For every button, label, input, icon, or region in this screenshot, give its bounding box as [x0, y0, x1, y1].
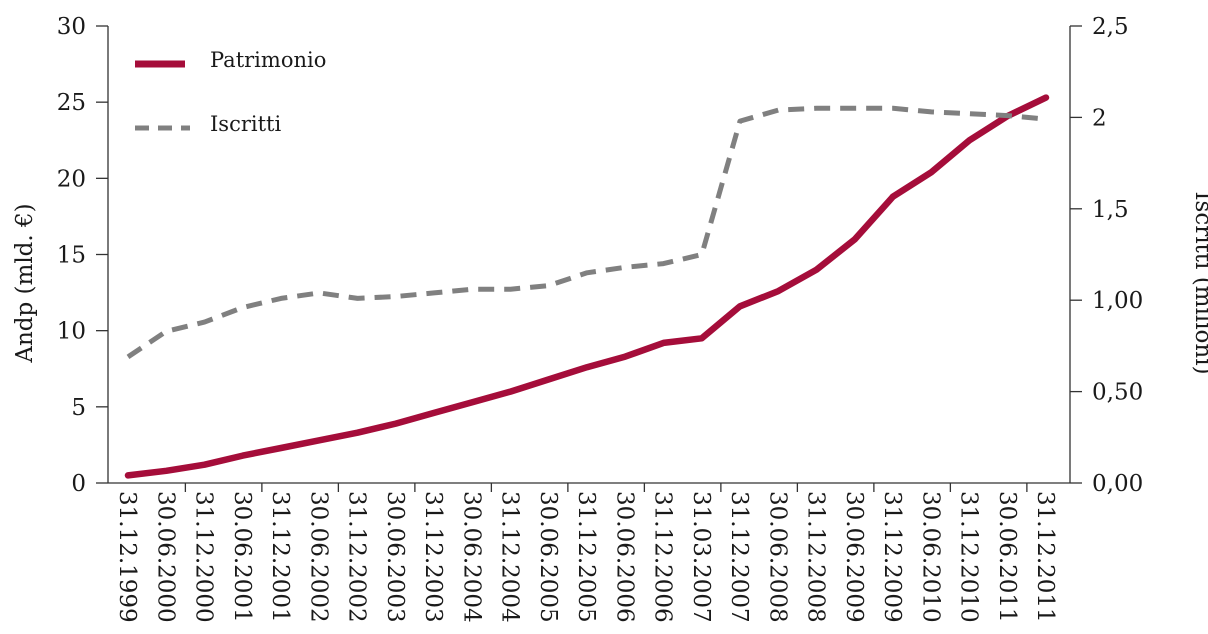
x-tick-label: 30.06.2004: [458, 491, 484, 623]
x-tick-label: 31.12.2007: [726, 491, 752, 623]
x-tick-label: 31.12.2005: [573, 491, 599, 623]
x-tick-label: 30.06.2011: [994, 491, 1020, 623]
series-line-patrimonio: [124, 94, 1050, 479]
x-tick-label: 30.06.2005: [535, 491, 561, 623]
left-tick-label: 5: [71, 395, 86, 421]
right-tick-label: 0,50: [1092, 380, 1143, 406]
legend-label-iscritti: Iscritti: [210, 112, 281, 136]
x-tick-label: 31.12.2001: [267, 491, 293, 623]
x-tick-label: 30.06.2006: [611, 491, 637, 623]
x-tick-label: 30.06.2000: [152, 491, 178, 623]
x-tick-label: 30.06.2010: [917, 491, 943, 623]
x-tick-label: 31.12.2009: [879, 491, 905, 623]
legend-label-patrimonio: Patrimonio: [210, 48, 326, 72]
x-tick-label: 30.06.2009: [841, 491, 867, 623]
left-tick-label: 30: [57, 14, 86, 40]
x-tick-label: 31.12.2011: [1032, 491, 1058, 623]
series-line-iscritti: [126, 105, 1047, 359]
right-tick-label: 0,00: [1092, 471, 1143, 497]
right-tick-label: 1,5: [1092, 197, 1129, 223]
left-tick-label: 10: [57, 319, 86, 345]
x-tick-label: 31.12.2004: [497, 491, 523, 623]
left-axis-title: Andp (mld. €): [12, 203, 38, 363]
left-tick-label: 0: [71, 471, 86, 497]
right-tick-label: 2: [1092, 105, 1107, 131]
x-tick-label: 30.06.2002: [305, 491, 331, 623]
right-tick-label: 2,5: [1092, 14, 1129, 40]
left-tick-label: 15: [57, 243, 86, 269]
x-tick-label: 30.06.2001: [229, 491, 255, 623]
x-tick-label: 30.06.2008: [764, 491, 790, 623]
axes: 0 5 10 15 20 25 30 0,00 0,50 1,00 1,5 2 2,5 31.12.199…: [57, 14, 1144, 623]
left-tick-label: 25: [57, 90, 86, 116]
x-tick-label: 31.12.2003: [420, 491, 446, 623]
x-tick-label: 30.06.2003: [382, 491, 408, 623]
series-layer: [124, 94, 1050, 479]
x-tick-label: 31.12.2008: [803, 491, 829, 623]
x-tick-label: 31.12.2006: [650, 491, 676, 623]
x-tick-label: 31.12.2010: [956, 491, 982, 623]
legend: Patrimonio Iscritti: [135, 48, 326, 136]
left-tick-label: 20: [57, 166, 86, 192]
x-tick-label: 31.12.2000: [191, 491, 217, 623]
right-tick-label: 1,00: [1092, 288, 1143, 314]
x-tick-label: 31.12.2002: [344, 491, 370, 623]
x-tick-label: 31.03.2007: [688, 491, 714, 623]
x-tick-label: 31.12.1999: [114, 491, 140, 623]
right-axis-title: Iscritti (milioni): [1190, 191, 1208, 374]
